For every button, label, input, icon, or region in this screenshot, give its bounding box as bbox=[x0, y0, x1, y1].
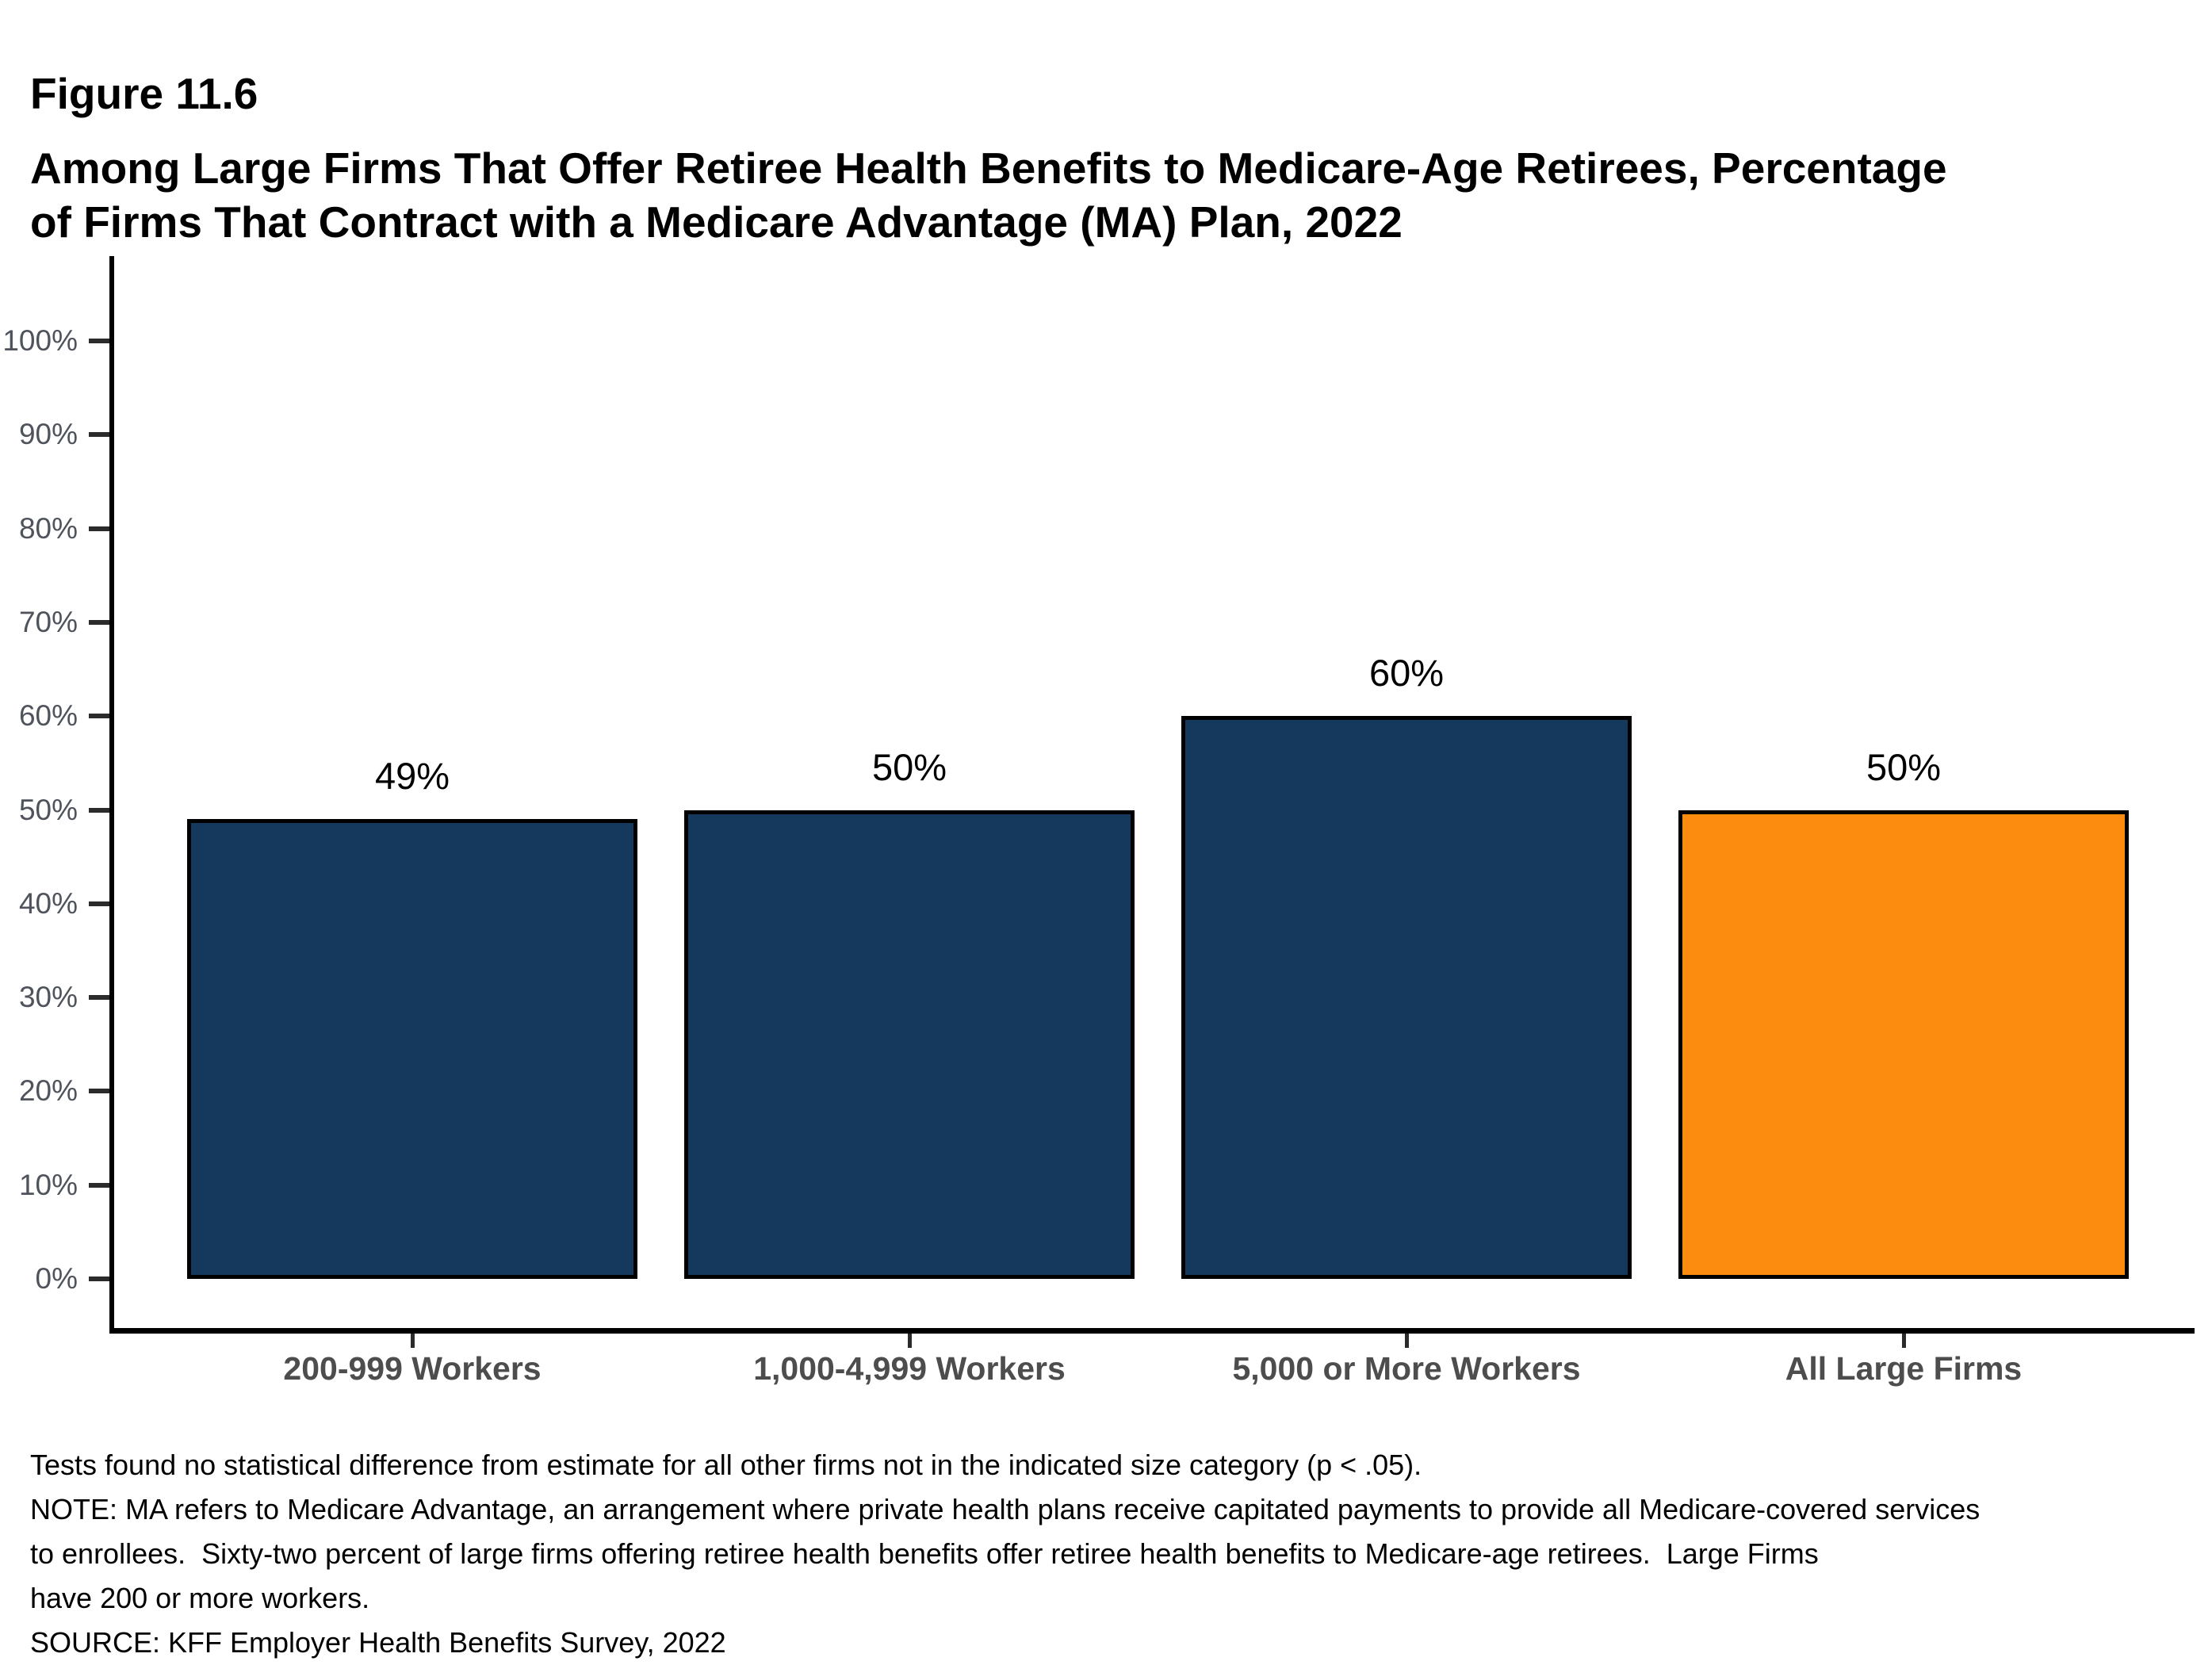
y-axis-tick bbox=[89, 619, 109, 625]
bar-1-000-4-999-workers bbox=[684, 810, 1135, 1279]
y-axis-tick-label: 20% bbox=[18, 1074, 78, 1108]
footnotes: Tests found no statistical difference fr… bbox=[30, 1443, 1980, 1665]
y-axis-tick bbox=[89, 339, 109, 343]
y-axis-tick bbox=[89, 807, 109, 813]
y-axis-tick bbox=[89, 1089, 109, 1094]
y-axis-tick bbox=[89, 1276, 109, 1281]
footnote-note-line-1: NOTE: MA refers to Medicare Advantage, a… bbox=[30, 1493, 1980, 1525]
bar-all-large-firms bbox=[1678, 810, 2129, 1279]
x-axis-category-label-200-999-workers: 200-999 Workers bbox=[283, 1350, 542, 1387]
x-axis-tick bbox=[908, 1334, 912, 1348]
y-axis-tick-label: 10% bbox=[18, 1168, 78, 1201]
chart-title-line-2: of Firms That Contract with a Medicare A… bbox=[30, 197, 1403, 247]
y-axis-tick bbox=[89, 526, 109, 531]
footnote-note-line-3: have 200 or more workers. bbox=[30, 1582, 370, 1614]
bar-value-label-1-000-4-999-workers: 50% bbox=[871, 745, 947, 788]
y-axis-tick-label: 90% bbox=[18, 418, 78, 451]
y-axis-tick-label: 60% bbox=[18, 699, 78, 733]
y-axis-line bbox=[109, 256, 114, 1333]
figure-label: Figure 11.6 bbox=[30, 69, 258, 118]
y-axis-tick-label: 30% bbox=[18, 981, 78, 1014]
x-axis-tick bbox=[1405, 1334, 1409, 1348]
chart-title-line-1: Among Large Firms That Offer Retiree Hea… bbox=[30, 144, 1947, 193]
footnote-note-line-2: to enrollees. Sixty-two percent of large… bbox=[30, 1537, 1819, 1570]
x-axis-category-label-1-000-4-999-workers: 1,000-4,999 Workers bbox=[753, 1350, 1066, 1387]
footnote-statistical-test: Tests found no statistical difference fr… bbox=[30, 1449, 1422, 1481]
y-axis-tick-label: 70% bbox=[18, 605, 78, 638]
bar-value-label-all-large-firms: 50% bbox=[1866, 745, 1942, 788]
y-axis-tick bbox=[89, 901, 109, 906]
bar-5-000-or-more-workers bbox=[1181, 716, 1632, 1279]
bar-200-999-workers bbox=[187, 819, 637, 1279]
x-axis-tick bbox=[1902, 1334, 1906, 1348]
y-axis-tick bbox=[89, 995, 109, 1001]
bar-value-label-200-999-workers: 49% bbox=[374, 755, 450, 798]
bar-value-label-5-000-or-more-workers: 60% bbox=[1368, 652, 1445, 695]
footnote-source: SOURCE: KFF Employer Health Benefits Sur… bbox=[30, 1626, 726, 1659]
x-axis-line bbox=[109, 1328, 2195, 1334]
y-axis-tick-label: 80% bbox=[18, 511, 78, 545]
y-axis-tick-label: 40% bbox=[18, 886, 78, 920]
y-axis-tick bbox=[89, 714, 109, 719]
x-axis-category-label-5-000-or-more-workers: 5,000 or More Workers bbox=[1232, 1350, 1581, 1387]
y-axis-tick-label: 50% bbox=[18, 793, 78, 826]
y-axis-tick-label: 100% bbox=[2, 324, 78, 357]
x-axis-category-label-all-large-firms: All Large Firms bbox=[1785, 1350, 2023, 1387]
y-axis-tick bbox=[89, 1182, 109, 1188]
y-axis-tick bbox=[89, 432, 109, 438]
x-axis-tick bbox=[411, 1334, 415, 1348]
y-axis-tick-label: 0% bbox=[35, 1262, 78, 1295]
